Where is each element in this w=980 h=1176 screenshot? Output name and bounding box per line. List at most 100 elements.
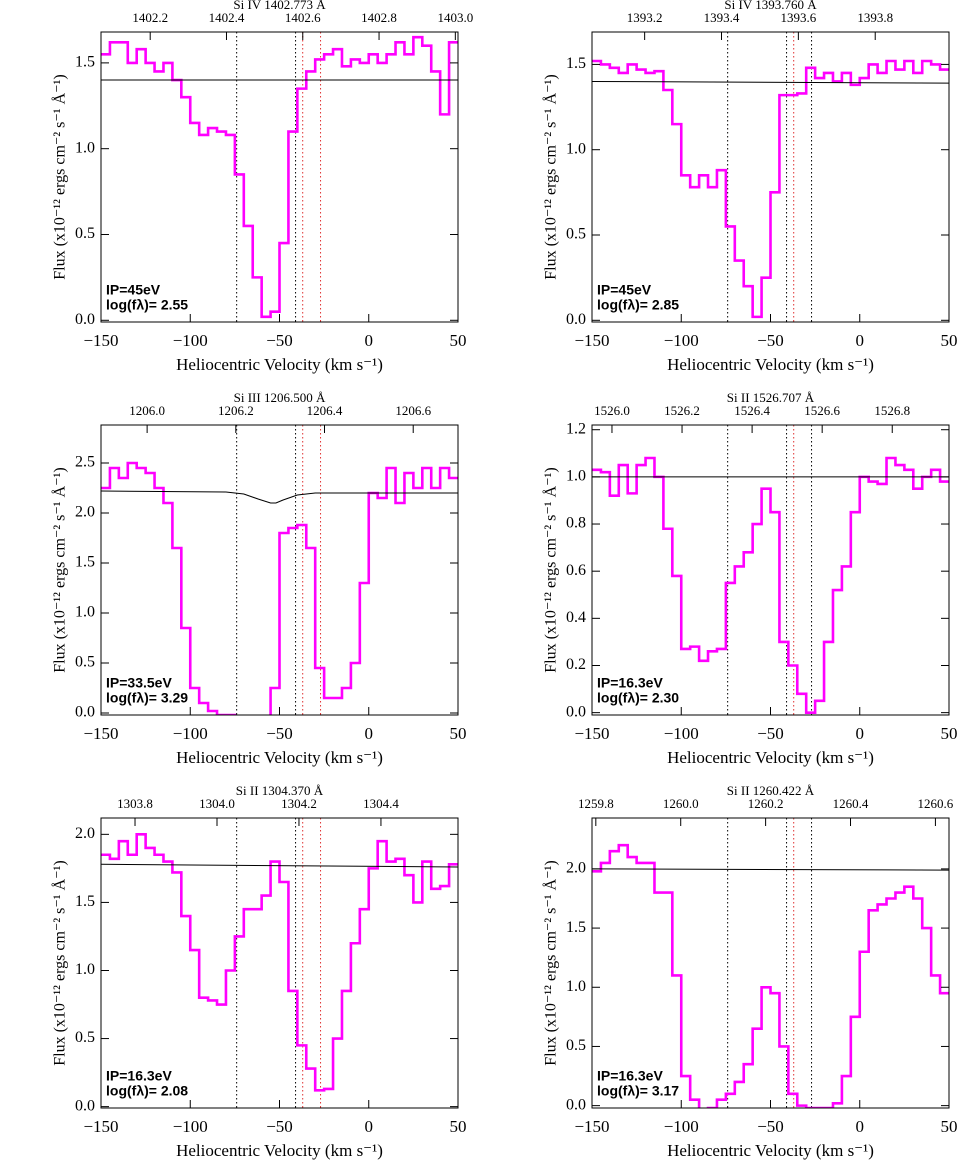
annotation: log(fλ)= 2.55 — [106, 297, 188, 313]
y-tick-label: 1.0 — [566, 978, 586, 995]
x2-tick-label: 1526.6 — [804, 403, 840, 418]
y-tick-label: 1.5 — [75, 554, 95, 571]
x2-tick-label: 1206.4 — [307, 403, 343, 418]
annotation: IP=16.3eV — [597, 675, 663, 691]
x2-tick-label: 1260.0 — [663, 796, 699, 811]
annotation: log(fλ)= 2.85 — [597, 297, 679, 313]
x-tick-label: 0 — [856, 331, 865, 350]
x2-tick-label: 1393.2 — [627, 10, 663, 25]
flux-spectrum — [101, 461, 458, 715]
y-tick-label: 0.5 — [566, 1037, 586, 1054]
panel: Si II 1304.370 Å −150 −100 −50 0 50 1303.8 1304… — [51, 783, 467, 1160]
x-tick-label: 0 — [365, 724, 374, 743]
plot-frame — [591, 424, 950, 716]
y-tick-label: 1.5 — [75, 893, 95, 910]
y-tick-label: 0.8 — [566, 515, 586, 532]
x2-tick-label: 1402.8 — [361, 10, 397, 25]
x-tick-label: −50 — [266, 1117, 293, 1136]
y-axis-label: Flux (x10⁻¹² ergs cm⁻² s⁻¹ Å⁻¹) — [542, 467, 560, 672]
plot-frame — [591, 817, 950, 1109]
x-tick-label: −150 — [574, 331, 609, 350]
y-tick-label: 0.0 — [75, 1097, 95, 1114]
x2-tick-label: 1393.4 — [704, 10, 740, 25]
y-tick-label: 1.5 — [566, 55, 586, 72]
annotation: IP=33.5eV — [106, 675, 172, 691]
annotation: log(fλ)= 2.30 — [597, 690, 679, 706]
flux-spectrum — [101, 833, 458, 1092]
x2-tick-label: 1206.6 — [395, 403, 431, 418]
x2-tick-label: 1526.4 — [734, 403, 770, 418]
x-tick-label: 0 — [365, 1117, 374, 1136]
x2-tick-label: 1260.4 — [833, 796, 869, 811]
x-tick-label: −50 — [757, 724, 784, 743]
panel-title: Si II 1526.707 Å — [727, 390, 815, 405]
x2-tick-label: 1259.8 — [578, 796, 614, 811]
y-tick-label: 1.0 — [75, 961, 95, 978]
x-tick-label: −100 — [664, 331, 699, 350]
x-axis-label: Heliocentric Velocity (km s⁻¹) — [667, 355, 874, 374]
x-tick-label: 50 — [450, 1117, 467, 1136]
x2-tick-label: 1206.2 — [218, 403, 254, 418]
panel: Si II 1526.707 Å −150 −100 −50 0 50 1526.0 1526… — [542, 390, 958, 767]
x-tick-label: 50 — [941, 1117, 958, 1136]
x2-tick-label: 1393.8 — [857, 10, 893, 25]
x-tick-label: 50 — [450, 331, 467, 350]
flux-spectrum — [592, 843, 949, 1108]
annotation: log(fλ)= 3.17 — [597, 1083, 679, 1099]
x2-tick-label: 1206.0 — [129, 403, 165, 418]
x-tick-label: −100 — [664, 1117, 699, 1136]
x2-tick-label: 1304.0 — [199, 796, 235, 811]
x-axis-label: Heliocentric Velocity (km s⁻¹) — [667, 1141, 874, 1160]
panel: Si II 1260.422 Å −150 −100 −50 0 50 1259.8 1260… — [542, 783, 958, 1160]
y-tick-label: 1.0 — [75, 139, 95, 156]
flux-spectrum — [592, 59, 949, 319]
y-tick-label: 1.2 — [566, 420, 586, 437]
y-tick-label: 0.0 — [566, 703, 586, 720]
y-tick-label: 0.5 — [75, 1029, 95, 1046]
x2-tick-label: 1402.2 — [132, 10, 168, 25]
panel-title: Si IV 1402.773 Å — [233, 0, 326, 12]
y-tick-label: 0.0 — [566, 311, 586, 328]
y-tick-label: 2.0 — [75, 825, 95, 842]
x-tick-label: 0 — [856, 1117, 865, 1136]
x-tick-label: −50 — [266, 331, 293, 350]
annotation: log(fλ)= 3.29 — [106, 690, 188, 706]
y-tick-label: 0.5 — [75, 225, 95, 242]
x-axis-label: Heliocentric Velocity (km s⁻¹) — [667, 748, 874, 767]
y-tick-label: 0.0 — [566, 1096, 586, 1113]
y-tick-label: 2.5 — [75, 454, 95, 471]
x2-tick-label: 1403.0 — [437, 10, 473, 25]
x-tick-label: −150 — [83, 1117, 118, 1136]
plot-frame — [591, 31, 950, 323]
x-tick-label: −100 — [173, 331, 208, 350]
x-tick-label: −100 — [173, 724, 208, 743]
x-tick-label: 0 — [856, 724, 865, 743]
plot-area — [101, 818, 458, 1108]
y-tick-label: 1.5 — [566, 919, 586, 936]
x2-tick-label: 1393.6 — [780, 10, 816, 25]
x-tick-label: −100 — [664, 724, 699, 743]
panel: Si IV 1393.760 Å −150 −100 −50 0 50 1393.2 1393… — [542, 0, 958, 374]
x-tick-label: −50 — [757, 331, 784, 350]
x-tick-label: −100 — [173, 1117, 208, 1136]
x-axis-label: Heliocentric Velocity (km s⁻¹) — [176, 1141, 383, 1160]
x-tick-label: −50 — [757, 1117, 784, 1136]
x2-tick-label: 1304.2 — [281, 796, 317, 811]
x2-tick-label: 1304.4 — [363, 796, 399, 811]
y-axis-label: Flux (x10⁻¹² ergs cm⁻² s⁻¹ Å⁻¹) — [542, 74, 560, 279]
x-tick-label: −50 — [266, 724, 293, 743]
y-axis-label: Flux (x10⁻¹² ergs cm⁻² s⁻¹ Å⁻¹) — [51, 467, 69, 672]
y-tick-label: 1.0 — [75, 604, 95, 621]
plot-frame — [100, 817, 459, 1109]
x2-tick-label: 1526.2 — [664, 403, 700, 418]
continuum — [101, 863, 458, 868]
y-tick-label: 2.0 — [566, 860, 586, 877]
y-tick-label: 0.4 — [566, 609, 586, 626]
x-axis-label: Heliocentric Velocity (km s⁻¹) — [176, 355, 383, 374]
plot-frame — [100, 424, 459, 716]
flux-spectrum — [101, 35, 458, 319]
x-tick-label: −150 — [83, 724, 118, 743]
panel-title: Si III 1206.500 Å — [234, 390, 326, 405]
plot-area — [101, 32, 458, 322]
